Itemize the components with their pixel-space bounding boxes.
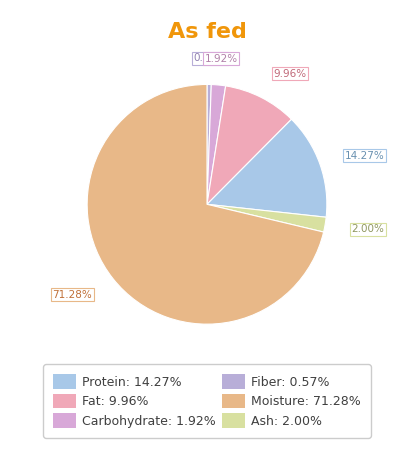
Text: 71.28%: 71.28% <box>52 290 92 300</box>
Wedge shape <box>206 84 225 204</box>
Text: 2.00%: 2.00% <box>350 224 383 234</box>
Wedge shape <box>206 204 325 232</box>
Text: 9.96%: 9.96% <box>273 69 306 79</box>
Legend: Protein: 14.27%, Fat: 9.96%, Carbohydrate: 1.92%, Fiber: 0.57%, Moisture: 71.28%: Protein: 14.27%, Fat: 9.96%, Carbohydrat… <box>43 365 370 438</box>
Wedge shape <box>206 84 211 204</box>
Text: 1.92%: 1.92% <box>204 54 237 64</box>
Text: 0.57%: 0.57% <box>192 53 225 63</box>
Text: 14.27%: 14.27% <box>344 151 384 161</box>
Wedge shape <box>206 86 291 204</box>
Wedge shape <box>206 119 326 217</box>
Title: As fed: As fed <box>167 22 246 42</box>
Wedge shape <box>87 84 323 324</box>
